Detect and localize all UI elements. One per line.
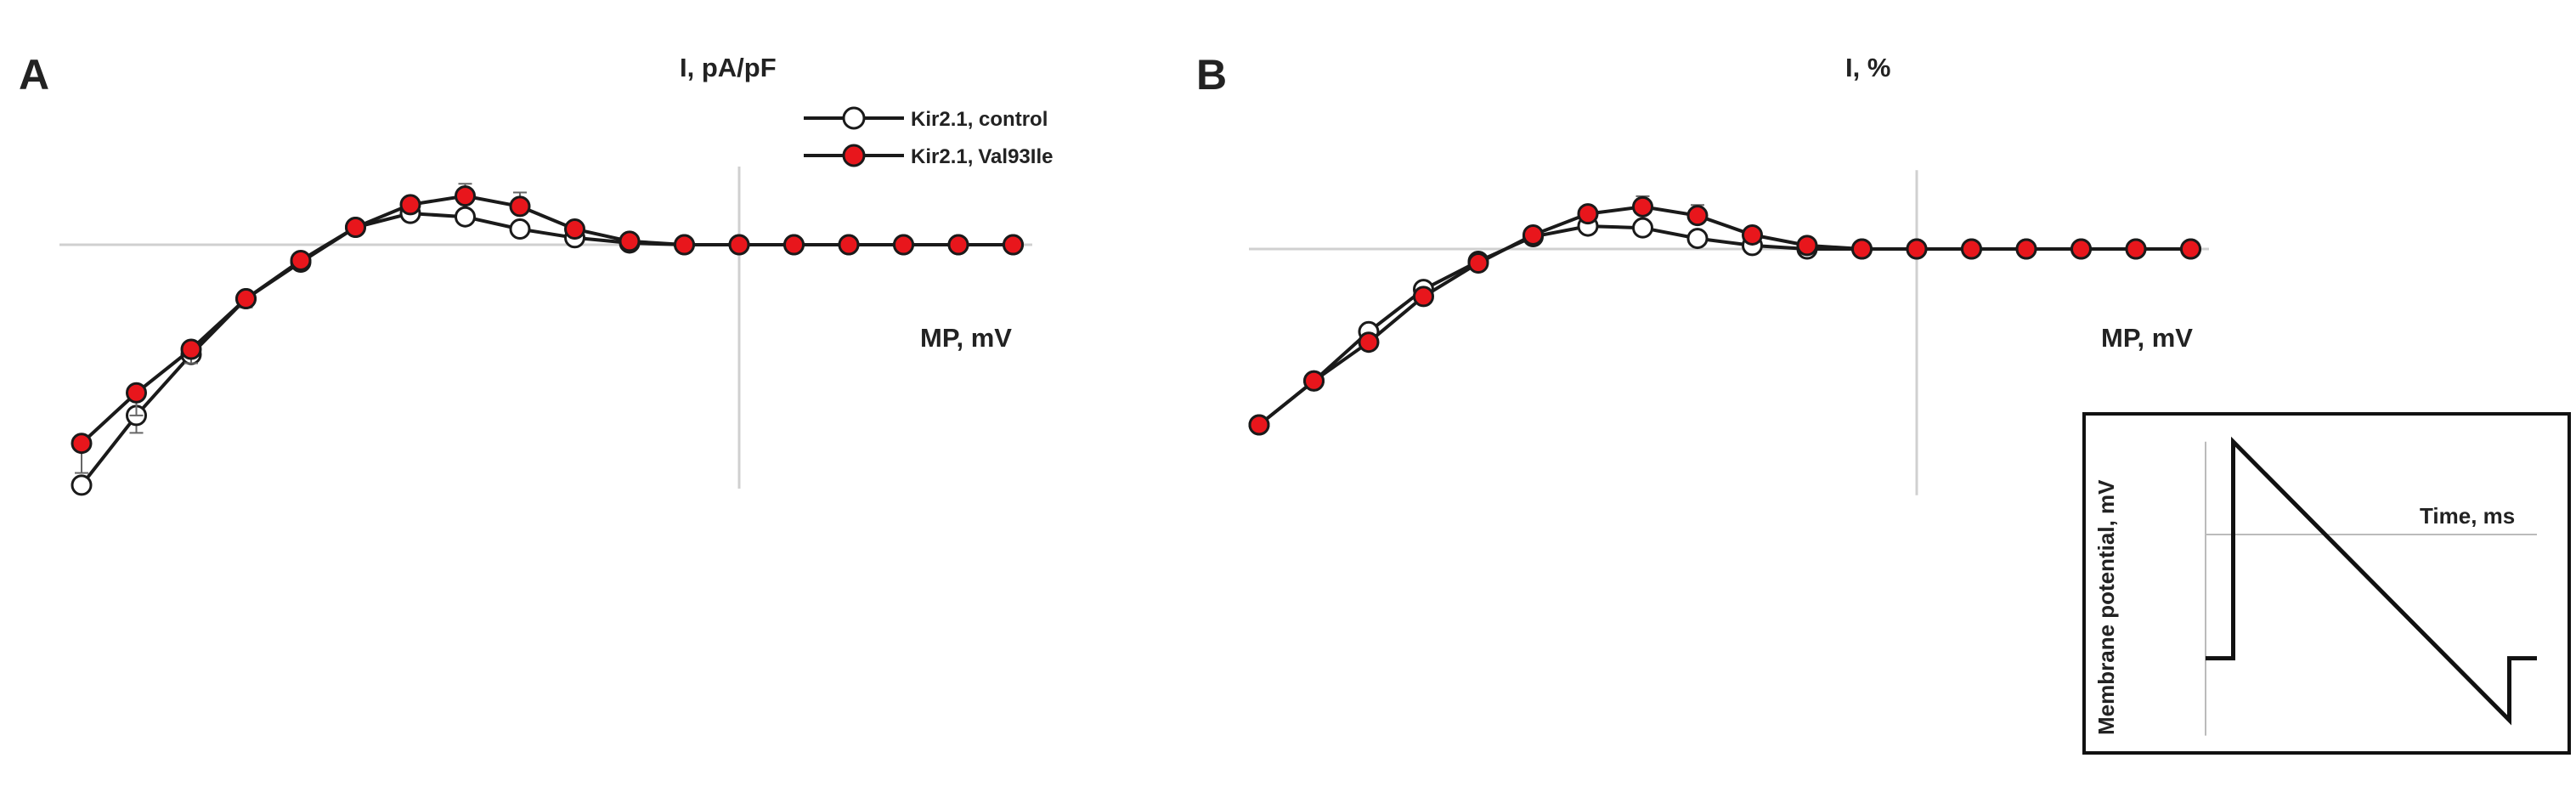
panel-b: B I, % MP, mV	[1196, 51, 2209, 495]
data-point	[1906, 238, 1928, 260]
data-point	[399, 194, 421, 216]
data-point	[235, 288, 257, 310]
data-point	[455, 185, 476, 207]
data-point	[180, 338, 202, 360]
inset-protocol: Membrane potential, mV Time, ms	[2082, 412, 2571, 755]
data-point	[1577, 203, 1599, 225]
inset-frame	[2082, 412, 2571, 755]
data-point	[1632, 217, 1653, 239]
data-point	[2180, 238, 2201, 260]
data-point	[71, 433, 93, 455]
data-point	[345, 217, 366, 238]
data-point	[783, 234, 805, 256]
data-point	[728, 234, 750, 256]
panel-a-plot	[59, 167, 1032, 496]
series-line	[1257, 205, 2191, 427]
panel-b-label: B	[1196, 51, 1227, 99]
data-point	[509, 218, 531, 240]
data-point	[1003, 234, 1024, 256]
legend-marker-mutant	[842, 144, 866, 167]
data-point	[893, 234, 914, 256]
legend: Kir2.1, control Kir2.1, Val93Ile	[804, 106, 1053, 168]
data-point	[455, 206, 476, 228]
legend-label-control: Kir2.1, control	[911, 108, 1048, 131]
inset-ylabel: Membrane potential, mV	[2093, 479, 2119, 735]
series-line	[1257, 224, 2191, 427]
data-point	[1961, 238, 1982, 260]
series-line	[80, 212, 1014, 487]
data-point	[71, 474, 93, 496]
data-point	[564, 218, 585, 240]
panel-a-label: A	[19, 51, 49, 99]
data-point	[2125, 238, 2147, 260]
panel-a: A I, pA/pF MP, mV	[19, 51, 1032, 496]
data-point	[838, 234, 860, 256]
data-point	[1632, 195, 1653, 218]
data-point	[947, 234, 969, 256]
legend-marker-control	[842, 106, 866, 130]
data-point	[2070, 238, 2092, 260]
legend-label-mutant-prefix: Kir2.1,	[911, 145, 973, 168]
data-point	[1413, 286, 1434, 308]
panel-a-ylabel: I, pA/pF	[680, 53, 777, 82]
data-point	[619, 230, 641, 252]
data-point	[1742, 223, 1763, 246]
data-point	[674, 234, 695, 256]
data-point	[1796, 235, 1818, 257]
panel-b-plot	[1248, 170, 2209, 495]
panel-b-ylabel: I, %	[1845, 53, 1890, 82]
data-point	[126, 382, 147, 404]
data-point	[2015, 238, 2037, 260]
inset-xlabel: Time, ms	[2420, 503, 2515, 529]
data-point	[1686, 205, 1709, 227]
data-point	[1522, 223, 1544, 246]
protocol-trace	[2206, 436, 2537, 726]
inset-plot	[2205, 436, 2537, 736]
data-point	[1467, 252, 1489, 274]
legend-label-mutant: Kir2.1, Val93Ile	[911, 145, 1053, 168]
panel-b-xlabel: MP, mV	[2101, 323, 2193, 353]
data-point	[290, 249, 312, 271]
data-point	[1358, 331, 1380, 354]
legend-label-mutant-suffix: Val93Ile	[978, 145, 1053, 168]
data-point	[509, 195, 531, 218]
data-point	[1303, 370, 1325, 392]
data-point	[1248, 414, 1270, 436]
data-point	[1851, 238, 1873, 260]
data-point	[1686, 228, 1709, 250]
panel-a-xlabel: MP, mV	[920, 323, 1012, 353]
